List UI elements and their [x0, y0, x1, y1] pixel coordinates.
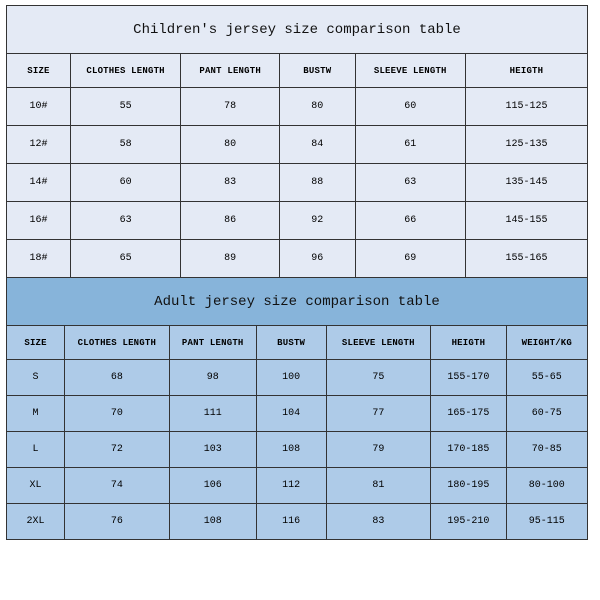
- children-header-row: SIZECLOTHES LENGTHPANT LENGTHBUSTWSLEEVE…: [7, 54, 588, 88]
- children-title: Children's jersey size comparison table: [7, 6, 588, 54]
- table-cell: XL: [7, 468, 65, 504]
- table-cell: 70-85: [506, 432, 587, 468]
- table-cell: 80: [280, 88, 356, 126]
- table-cell: 195-210: [431, 504, 507, 540]
- table-cell: 170-185: [431, 432, 507, 468]
- table-cell: 65: [70, 240, 180, 278]
- table-cell: 135-145: [465, 164, 587, 202]
- table-cell: 16#: [7, 202, 71, 240]
- adult-col-6: WEIGHT/KG: [506, 326, 587, 360]
- adult-col-0: SIZE: [7, 326, 65, 360]
- adult-col-5: HEIGTH: [431, 326, 507, 360]
- table-cell: 111: [169, 396, 256, 432]
- table-cell: L: [7, 432, 65, 468]
- adult-col-2: PANT LENGTH: [169, 326, 256, 360]
- table-cell: 63: [355, 164, 465, 202]
- table-cell: 106: [169, 468, 256, 504]
- table-cell: 108: [169, 504, 256, 540]
- table-cell: M: [7, 396, 65, 432]
- adult-col-1: CLOTHES LENGTH: [65, 326, 170, 360]
- adult-title: Adult jersey size comparison table: [7, 278, 588, 326]
- table-row: 16#63869266145-155: [7, 202, 588, 240]
- table-cell: 58: [70, 126, 180, 164]
- table-cell: 155-165: [465, 240, 587, 278]
- table-cell: 103: [169, 432, 256, 468]
- table-cell: 55: [70, 88, 180, 126]
- table-cell: 69: [355, 240, 465, 278]
- children-col-1: CLOTHES LENGTH: [70, 54, 180, 88]
- table-cell: 60: [355, 88, 465, 126]
- table-cell: 92: [280, 202, 356, 240]
- table-row: 10#55788060115-125: [7, 88, 588, 126]
- table-cell: 108: [256, 432, 326, 468]
- table-cell: 83: [181, 164, 280, 202]
- table-cell: 88: [280, 164, 356, 202]
- table-row: 14#60838863135-145: [7, 164, 588, 202]
- table-row: 18#65899669155-165: [7, 240, 588, 278]
- table-cell: 18#: [7, 240, 71, 278]
- children-col-3: BUSTW: [280, 54, 356, 88]
- children-col-4: SLEEVE LENGTH: [355, 54, 465, 88]
- table-cell: 125-135: [465, 126, 587, 164]
- table-cell: 86: [181, 202, 280, 240]
- table-row: 12#58808461125-135: [7, 126, 588, 164]
- table-cell: 74: [65, 468, 170, 504]
- table-cell: 115-125: [465, 88, 587, 126]
- table-cell: 70: [65, 396, 170, 432]
- children-col-2: PANT LENGTH: [181, 54, 280, 88]
- table-cell: 79: [326, 432, 431, 468]
- table-cell: 80: [181, 126, 280, 164]
- table-cell: 112: [256, 468, 326, 504]
- adult-col-4: SLEEVE LENGTH: [326, 326, 431, 360]
- table-row: M7011110477165-17560-75: [7, 396, 588, 432]
- children-col-0: SIZE: [7, 54, 71, 88]
- table-row: XL7410611281180-19580-100: [7, 468, 588, 504]
- table-cell: 95-115: [506, 504, 587, 540]
- table-cell: 165-175: [431, 396, 507, 432]
- table-cell: 155-170: [431, 360, 507, 396]
- table-cell: 180-195: [431, 468, 507, 504]
- table-cell: 81: [326, 468, 431, 504]
- adult-col-3: BUSTW: [256, 326, 326, 360]
- table-cell: 10#: [7, 88, 71, 126]
- table-cell: 100: [256, 360, 326, 396]
- table-cell: 78: [181, 88, 280, 126]
- table-cell: 61: [355, 126, 465, 164]
- children-title-row: Children's jersey size comparison table: [7, 6, 588, 54]
- table-cell: 76: [65, 504, 170, 540]
- adult-header-row: SIZECLOTHES LENGTHPANT LENGTHBUSTWSLEEVE…: [7, 326, 588, 360]
- table-cell: 98: [169, 360, 256, 396]
- table-cell: 60-75: [506, 396, 587, 432]
- table-cell: 68: [65, 360, 170, 396]
- table-cell: 55-65: [506, 360, 587, 396]
- table-row: S689810075155-17055-65: [7, 360, 588, 396]
- table-cell: 89: [181, 240, 280, 278]
- table-cell: 116: [256, 504, 326, 540]
- table-cell: 63: [70, 202, 180, 240]
- table-cell: 145-155: [465, 202, 587, 240]
- table-row: L7210310879170-18570-85: [7, 432, 588, 468]
- table-cell: 83: [326, 504, 431, 540]
- children-col-5: HEIGTH: [465, 54, 587, 88]
- table-cell: S: [7, 360, 65, 396]
- table-cell: 75: [326, 360, 431, 396]
- table-cell: 72: [65, 432, 170, 468]
- table-row: 2XL7610811683195-21095-115: [7, 504, 588, 540]
- table-cell: 96: [280, 240, 356, 278]
- table-cell: 14#: [7, 164, 71, 202]
- children-size-table: Children's jersey size comparison table …: [6, 5, 588, 278]
- table-cell: 84: [280, 126, 356, 164]
- table-cell: 12#: [7, 126, 71, 164]
- adult-size-table: Adult jersey size comparison table SIZEC…: [6, 277, 588, 540]
- table-cell: 77: [326, 396, 431, 432]
- table-cell: 104: [256, 396, 326, 432]
- table-cell: 66: [355, 202, 465, 240]
- table-cell: 60: [70, 164, 180, 202]
- table-cell: 2XL: [7, 504, 65, 540]
- table-cell: 80-100: [506, 468, 587, 504]
- adult-title-row: Adult jersey size comparison table: [7, 278, 588, 326]
